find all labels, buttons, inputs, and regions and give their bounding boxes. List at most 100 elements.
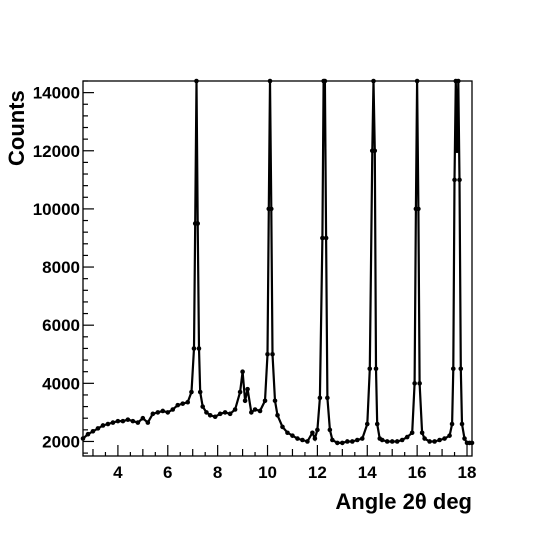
data-point <box>354 437 360 443</box>
data-point <box>257 408 263 414</box>
data-point <box>459 421 465 427</box>
data-point <box>100 423 106 428</box>
data-point <box>399 437 405 443</box>
x-tick-label: 6 <box>163 463 172 482</box>
data-point <box>160 408 166 414</box>
data-point <box>272 398 278 404</box>
y-axis-title: Counts <box>4 90 29 166</box>
y-tick-label: 2000 <box>42 432 80 451</box>
x-axis-title: Angle 2θ deg <box>335 489 472 514</box>
data-point <box>437 437 442 443</box>
x-tick-label: 8 <box>213 463 222 482</box>
data-point <box>412 381 417 386</box>
data-point <box>237 389 243 395</box>
data-point <box>115 418 121 424</box>
x-tick-label: 16 <box>408 463 427 482</box>
data-point <box>252 407 258 412</box>
data-point <box>150 411 156 417</box>
data-point <box>285 430 290 436</box>
data-point <box>389 439 395 444</box>
data-point <box>419 430 425 436</box>
data-point <box>280 424 285 430</box>
data-point <box>125 417 131 422</box>
data-point <box>175 402 181 408</box>
data-point <box>450 366 456 372</box>
data-point <box>327 427 333 433</box>
y-tick-label: 14000 <box>33 84 80 103</box>
data-point <box>462 436 467 441</box>
data-point <box>290 433 295 438</box>
data-point <box>191 346 197 351</box>
data-point <box>95 426 101 431</box>
data-point <box>384 439 390 444</box>
data-point <box>325 395 330 401</box>
data-point <box>422 436 427 441</box>
data-point <box>195 221 201 226</box>
data-point <box>145 420 151 425</box>
data-point <box>249 410 254 415</box>
data-point <box>155 410 161 415</box>
data-point <box>442 436 447 441</box>
data-point <box>447 433 452 438</box>
data-point <box>373 366 379 372</box>
series-line <box>82 79 472 444</box>
data-point <box>427 439 432 444</box>
data-point <box>345 439 350 444</box>
y-tick-label: 4000 <box>42 374 80 393</box>
data-point <box>105 421 111 427</box>
data-point <box>165 410 171 415</box>
data-point <box>204 410 209 415</box>
data-point <box>335 440 340 446</box>
x-tick-label: 4 <box>113 463 123 482</box>
data-point <box>197 389 203 395</box>
data-point <box>417 381 422 386</box>
data-point <box>350 439 355 444</box>
data-point <box>409 430 415 436</box>
data-point <box>374 421 380 427</box>
data-point <box>310 430 315 436</box>
data-point <box>372 148 378 154</box>
data-point <box>312 436 318 441</box>
data-point <box>242 398 248 404</box>
data-point <box>320 235 325 241</box>
data-point <box>305 439 310 444</box>
data-point <box>212 414 218 420</box>
data-point <box>457 177 462 183</box>
data-point <box>265 351 270 357</box>
data-point <box>170 407 176 412</box>
data-point <box>359 436 365 441</box>
data-point <box>416 206 421 212</box>
data-point <box>340 440 345 446</box>
y-tick-label: 6000 <box>42 316 80 335</box>
data-point <box>120 418 126 424</box>
data-point <box>330 437 335 443</box>
data-point <box>245 386 250 392</box>
data-point <box>217 411 223 417</box>
data-point <box>394 439 400 444</box>
data-point <box>454 148 460 154</box>
data-point <box>452 177 457 183</box>
x-tick-label: 12 <box>308 463 327 482</box>
y-tick-label: 10000 <box>33 200 80 219</box>
data-point <box>364 421 370 427</box>
data-point <box>300 437 305 443</box>
data-point <box>207 413 213 418</box>
data-point <box>240 369 245 374</box>
data-point <box>449 421 455 427</box>
data-point <box>200 404 205 409</box>
data-point <box>180 401 186 406</box>
y-tick-label: 8000 <box>42 258 80 277</box>
data-point <box>135 420 141 425</box>
data-point <box>110 420 116 425</box>
data-point <box>317 395 323 401</box>
data-point <box>379 437 385 443</box>
data-point <box>189 389 194 395</box>
data-series <box>80 78 475 446</box>
x-tick-label: 10 <box>258 463 277 482</box>
data-point <box>196 346 202 351</box>
data-point <box>458 366 464 372</box>
data-point <box>130 418 136 424</box>
x-tick-label: 14 <box>358 463 377 482</box>
data-point <box>270 351 275 357</box>
